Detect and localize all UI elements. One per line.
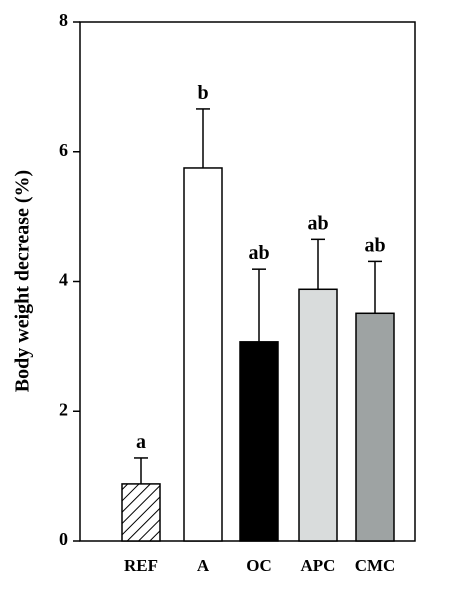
x-tick-label: A [197,556,210,575]
y-axis-label: Body weight decrease (%) [12,170,34,392]
y-tick-label: 4 [59,270,68,290]
significance-label: a [136,431,146,453]
bar [355,312,395,542]
significance-label: ab [248,242,269,264]
y-tick-label: 8 [59,10,68,30]
x-tick-label: CMC [355,556,396,575]
bar [183,167,223,542]
x-tick-label: APC [301,556,336,575]
y-tick-label: 0 [59,529,68,549]
x-tick-label: REF [124,556,158,575]
bar [121,483,161,542]
bar [298,288,338,542]
bar [239,341,279,542]
significance-label: ab [364,234,385,256]
significance-label: ab [307,212,328,234]
y-tick-label: 6 [59,140,68,160]
significance-label: b [197,82,208,104]
x-tick-label: OC [246,556,272,575]
y-tick-label: 2 [59,399,68,419]
